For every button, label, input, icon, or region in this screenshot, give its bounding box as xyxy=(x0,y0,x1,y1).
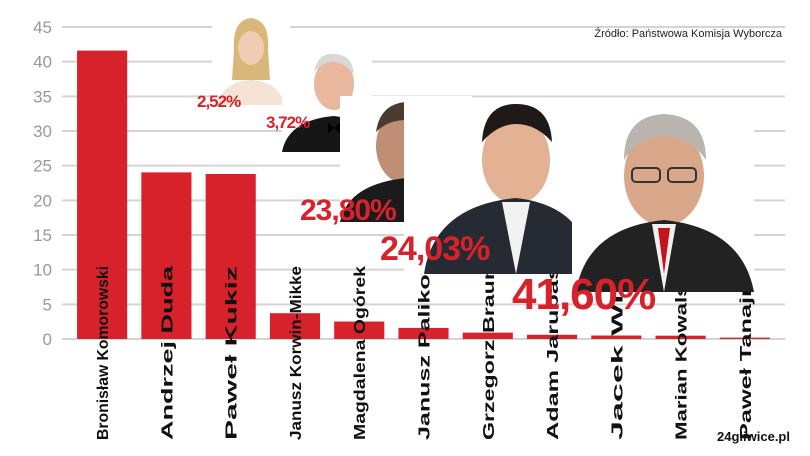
x-category-label: Grzegorz Braun xyxy=(481,266,498,440)
bar xyxy=(719,337,770,339)
y-tick-label: 40 xyxy=(33,53,52,72)
x-category-label: Paweł Tanajno xyxy=(738,266,755,440)
y-tick-label: 45 xyxy=(33,18,52,37)
x-category-label: Janusz Palikot xyxy=(417,265,434,440)
annotation-duda-percent: 24,03% xyxy=(380,230,490,268)
x-category-label: Adam Jarubas xyxy=(545,266,562,440)
x-category-label: Paweł Kukiz xyxy=(224,266,241,440)
photo-bronislaw-komorowski xyxy=(572,104,754,292)
bar xyxy=(526,334,578,339)
source-note: Źródło: Państwowa Komisja Wyborcza xyxy=(594,28,782,40)
y-tick-label: 0 xyxy=(43,330,52,349)
x-category-label: Andrzej Duda xyxy=(159,266,176,440)
bar xyxy=(141,172,192,339)
bar xyxy=(77,50,128,339)
brand-watermark: 24gliwice.pl xyxy=(717,429,790,444)
y-tick-label: 5 xyxy=(43,295,52,314)
bar xyxy=(205,173,256,339)
y-tick-label: 35 xyxy=(33,87,52,106)
bar xyxy=(398,327,449,339)
x-category-label: Magdalena Ogórek xyxy=(352,266,369,440)
bar xyxy=(591,335,642,339)
y-tick-label: 30 xyxy=(33,122,52,141)
x-axis-labels: Bronisław Komorowski Andrzej Duda Paweł Ku… xyxy=(95,265,755,440)
annotation-kukiz-percent: 23,80% xyxy=(300,194,397,227)
annotation-korwin-percent: 3,72% xyxy=(266,113,310,132)
x-category-label: Marian Kowalski xyxy=(674,266,691,440)
x-category-label: Bronisław Komorowski xyxy=(95,266,112,440)
photo-andrzej-duda xyxy=(404,98,592,274)
photo-magdalena-ogorek xyxy=(212,10,290,105)
x-category-label: Janusz Korwin-Mikke xyxy=(288,266,305,440)
bar xyxy=(462,332,513,339)
annotation-ogorek-percent: 2,52% xyxy=(197,92,241,111)
bar xyxy=(334,321,385,339)
bar xyxy=(655,335,706,339)
bar xyxy=(269,313,321,339)
y-axis-ticks: 0 5 10 15 20 25 30 35 40 45 xyxy=(33,18,52,349)
x-category-label: Jacek Wilk xyxy=(609,266,626,440)
y-tick-label: 10 xyxy=(33,261,52,280)
y-tick-label: 20 xyxy=(33,191,52,210)
annotation-komorowski-percent: 41,60% xyxy=(512,270,656,319)
y-tick-label: 25 xyxy=(33,157,52,176)
bars xyxy=(77,50,770,339)
y-tick-label: 15 xyxy=(33,226,52,245)
